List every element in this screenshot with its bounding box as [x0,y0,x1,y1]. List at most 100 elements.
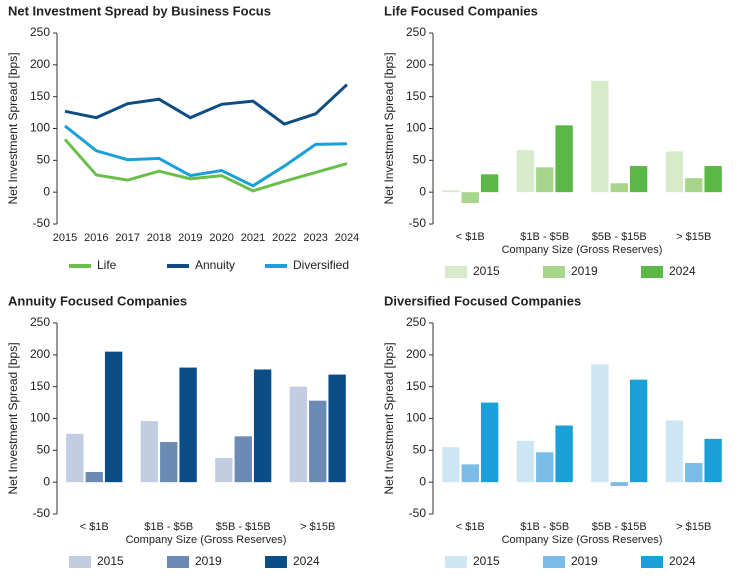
bar [309,400,327,483]
legend-label: 2024 [669,554,696,568]
x-tick-label: < $1B [456,521,485,533]
bar [685,463,703,483]
x-tick-label: < $1B [80,521,109,533]
bar [328,374,346,483]
bar [536,167,554,193]
y-axis-label: Net Investment Spread [bps] [6,52,20,204]
bar [555,425,573,483]
bar [629,166,648,193]
x-tick-label: $5B - $15B [592,521,647,533]
y-tick-label: 100 [30,411,50,425]
legend-label: 2019 [571,264,598,278]
bar [104,351,123,483]
y-tick-label: -50 [409,216,427,230]
x-tick-label: 2017 [115,232,139,244]
y-tick-label: 200 [406,347,426,361]
legend-swatch [641,266,663,278]
y-tick-label: 250 [406,25,426,39]
x-axis-label: Company Size (Gross Reserves) [126,534,287,546]
bar [610,482,628,486]
bar [234,436,252,483]
y-tick-label: 250 [30,25,50,39]
bar [85,471,103,483]
chart-title: Diversified Focused Companies [384,293,581,308]
y-tick-label: 50 [413,443,427,457]
chart-title: Life Focused Companies [384,3,538,18]
legend-label: 2019 [195,554,222,568]
x-axis-label: Company Size (Gross Reserves) [502,244,663,256]
y-tick-label: -50 [33,216,51,230]
y-tick-label: 50 [37,443,51,457]
legend-label: 2024 [669,264,696,278]
bar [215,457,233,483]
y-tick-label: 50 [37,153,51,167]
legend-label: Annuity [195,258,235,272]
bar [442,190,460,193]
x-tick-label: 2015 [53,232,77,244]
x-tick-label: $1B - $5B [144,521,193,533]
y-tick-label: 250 [406,315,426,329]
y-tick-label: 100 [406,411,426,425]
chart-title: Net Investment Spread by Business Focus [8,3,271,18]
y-tick-label: 200 [30,347,50,361]
x-tick-label: 2018 [147,232,171,244]
line-series [63,138,348,193]
legend-swatch [265,556,287,568]
x-tick-label: > $15B [676,521,711,533]
line-series [64,124,348,188]
bar [591,364,609,483]
bar [665,151,684,193]
x-tick-label: 2024 [335,232,359,244]
bar [555,125,573,193]
legend-label: 2019 [571,554,598,568]
bar [140,421,159,483]
bar [591,80,609,193]
x-tick-label: 2022 [272,232,296,244]
bar [480,174,499,193]
y-tick-label: 200 [30,57,50,71]
legend-swatch [167,556,189,568]
chart-panel: Net Investment Spread by Business Focus N… [6,3,359,272]
x-tick-label: > $15B [676,231,711,243]
y-tick-label: 0 [419,474,426,488]
y-tick-label: 50 [413,153,427,167]
bar [160,442,178,483]
bar [442,447,460,483]
bar [516,440,535,483]
bar [289,386,308,483]
x-tick-label: $1B - $5B [520,231,569,243]
legend-swatch [445,556,467,568]
y-tick-label: 100 [406,121,426,135]
bar [610,183,628,193]
bar [66,433,84,483]
y-tick-label: 150 [30,89,50,103]
bar [536,452,554,483]
y-axis-label: Net Investment Spread [bps] [382,342,396,494]
legend-label: 2015 [473,264,500,278]
bar [629,379,648,483]
bar [665,420,684,483]
y-tick-label: 150 [30,379,50,393]
y-tick-label: 0 [43,184,50,198]
line-series [64,83,349,126]
chart-panel: Diversified Focused Companies Net Investm… [382,293,722,568]
y-tick-label: 150 [406,89,426,103]
x-tick-label: 2019 [178,232,202,244]
legend-swatch [641,556,663,568]
y-tick-label: -50 [409,506,427,520]
x-tick-label: 2023 [303,232,327,244]
x-tick-label: 2021 [241,232,265,244]
bar [461,464,479,483]
chart-panel: Life Focused Companies Net Investment Spr… [382,3,722,278]
y-tick-label: 0 [419,184,426,198]
legend-label: 2015 [97,554,124,568]
y-tick-label: 100 [30,121,50,135]
bar [704,166,722,193]
y-tick-label: 200 [406,57,426,71]
y-axis-label: Net Investment Spread [bps] [6,342,20,494]
x-tick-label: $5B - $15B [216,521,271,533]
bar [685,178,703,193]
chart-title: Annuity Focused Companies [8,293,187,308]
y-tick-label: 150 [406,379,426,393]
